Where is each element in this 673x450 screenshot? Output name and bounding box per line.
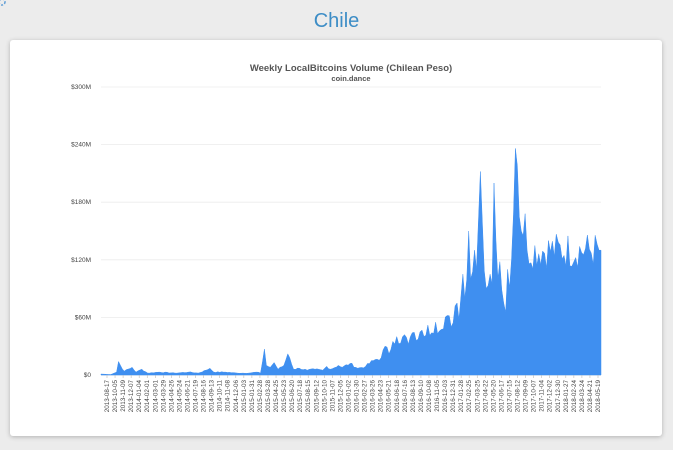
x-tick-label: 2016-09-10 <box>418 380 425 413</box>
x-tick-label: 2014-06-21 <box>184 380 191 413</box>
x-tick-label: 2015-01-31 <box>249 380 256 413</box>
x-tick-label: 2014-07-19 <box>193 380 200 413</box>
x-tick-label: 2014-08-16 <box>201 380 208 413</box>
x-tick-label: 2016-05-21 <box>386 380 393 413</box>
x-tick-label: 2015-07-18 <box>297 380 304 413</box>
x-tick-label: 2015-05-23 <box>281 380 288 413</box>
x-tick-label: 2017-02-25 <box>466 380 473 413</box>
x-tick-label: 2016-06-18 <box>394 380 401 413</box>
x-tick-label: 2015-12-05 <box>337 380 344 413</box>
x-tick-label: 2014-11-08 <box>225 380 232 412</box>
x-tick-label: 2014-10-11 <box>217 380 224 412</box>
x-tick-label: 2017-12-30 <box>555 380 562 413</box>
x-tick-label: 2017-04-22 <box>482 380 489 413</box>
x-tick-label: 2014-09-13 <box>209 380 216 413</box>
volume-series-area <box>100 148 602 376</box>
plot-area <box>100 148 602 376</box>
y-tick-label: $300M <box>71 84 91 91</box>
x-tick-label: 2013-11-09 <box>120 380 127 412</box>
x-tick-label: 2016-02-27 <box>362 380 369 413</box>
x-tick-label: 2017-01-28 <box>458 380 465 413</box>
y-tick-label: $0 <box>84 372 92 379</box>
x-tick-label: 2015-08-15 <box>305 380 312 413</box>
chart-title: Weekly LocalBitcoins Volume (Chilean Pes… <box>250 63 452 74</box>
loading-spinner-icon <box>0 0 6 6</box>
x-tick-label: 2015-01-03 <box>241 380 248 413</box>
x-tick-label: 2016-01-30 <box>354 380 361 413</box>
x-tick-label: 2017-05-20 <box>490 380 497 413</box>
x-tick-label: 2017-03-25 <box>474 380 481 413</box>
x-tick-label: 2016-11-05 <box>434 380 441 412</box>
x-tick-label: 2015-03-28 <box>265 380 272 413</box>
x-tick-label: 2013-08-17 <box>104 380 111 413</box>
x-tick-label: 2017-09-09 <box>523 380 530 413</box>
x-tick-label: 2016-12-03 <box>442 380 449 413</box>
x-tick-label: 2016-07-16 <box>402 380 409 413</box>
x-tick-label: 2016-01-02 <box>345 380 352 413</box>
x-tick-label: 2016-10-08 <box>426 380 433 413</box>
x-tick-label: 2017-10-07 <box>531 380 538 413</box>
x-tick-label: 2017-12-02 <box>547 380 554 413</box>
y-tick-label: $120M <box>71 257 91 264</box>
x-tick-label: 2018-01-27 <box>563 380 570 413</box>
x-tick-label: 2015-10-10 <box>321 380 328 413</box>
x-tick-label: 2014-12-06 <box>233 380 240 413</box>
x-tick-label: 2015-04-25 <box>273 380 280 413</box>
x-axis: 2013-08-17 2013-10-05 2013-11-09 2013-12-07… <box>104 375 602 412</box>
y-tick-label: $240M <box>71 142 91 149</box>
y-tick-label: $60M <box>75 314 91 321</box>
x-tick-label: 2014-04-26 <box>168 380 175 413</box>
x-tick-label: 2017-06-17 <box>498 380 505 413</box>
x-tick-label: 2017-08-12 <box>515 380 522 413</box>
x-tick-label: 2016-12-31 <box>450 380 457 413</box>
x-tick-label: 2016-04-23 <box>378 380 385 413</box>
x-tick-label: 2018-05-19 <box>595 380 602 413</box>
x-tick-label: 2013-10-05 <box>112 380 119 413</box>
x-tick-label: 2018-02-24 <box>571 380 578 413</box>
x-tick-label: 2013-12-07 <box>128 380 135 413</box>
x-tick-label: 2015-11-07 <box>329 380 336 412</box>
chart-subtitle: coin.dance <box>331 74 370 83</box>
x-tick-label: 2017-07-15 <box>506 380 513 413</box>
x-tick-label: 2015-06-20 <box>289 380 296 413</box>
x-tick-label: 2015-09-12 <box>313 380 320 413</box>
x-tick-label: 2014-03-29 <box>160 380 167 413</box>
x-tick-label: 2018-04-21 <box>587 380 594 413</box>
x-tick-label: 2014-01-04 <box>136 380 143 413</box>
x-tick-label: 2016-08-13 <box>410 380 417 413</box>
x-tick-label: 2014-05-24 <box>176 380 183 413</box>
x-tick-label: 2014-02-01 <box>144 380 151 413</box>
chart-card: Weekly LocalBitcoins Volume (Chilean Pes… <box>10 40 662 436</box>
x-tick-label: 2018-03-24 <box>579 380 586 413</box>
y-axis: $0 $60M $120M $180M $240M $300M <box>71 84 91 379</box>
y-tick-label: $180M <box>71 199 91 206</box>
page-title: Chile <box>313 10 360 32</box>
chart: Weekly LocalBitcoins Volume (Chilean Pes… <box>71 63 602 412</box>
x-tick-label: 2017-11-04 <box>539 380 546 412</box>
x-tick-label: 2014-03-01 <box>152 380 159 413</box>
x-tick-label: 2016-03-26 <box>370 380 377 413</box>
x-tick-label: 2015-02-28 <box>257 380 264 413</box>
